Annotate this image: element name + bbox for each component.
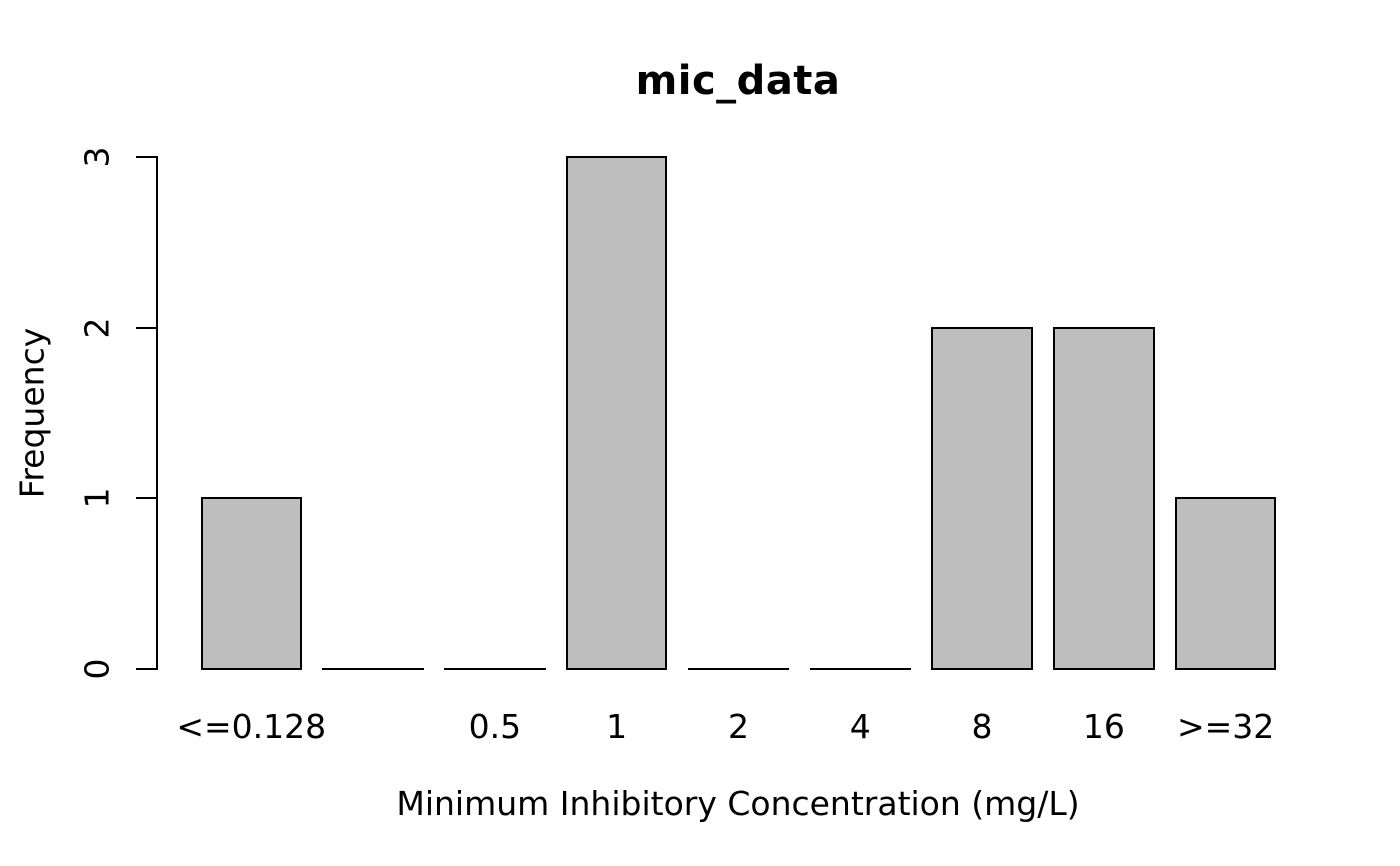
y-tick-label: 3 — [77, 146, 117, 168]
bar-zero-line — [322, 668, 424, 670]
bar — [1174, 497, 1277, 670]
x-category-label: 16 — [1082, 707, 1125, 746]
chart-title: mic_data — [635, 58, 841, 104]
y-axis-tick — [136, 326, 156, 329]
bar-zero-line — [444, 668, 546, 670]
x-category-label: 0.5 — [468, 707, 522, 746]
x-category-label: 4 — [849, 707, 871, 746]
x-axis-label: Minimum Inhibitory Concentration (mg/L) — [396, 784, 1080, 823]
bar — [1053, 326, 1155, 670]
y-tick-label: 2 — [77, 317, 117, 339]
y-axis-tick — [136, 156, 156, 158]
y-axis-line — [156, 156, 158, 670]
y-tick-label: 0 — [77, 658, 117, 680]
bar — [931, 326, 1033, 670]
y-axis-tick — [136, 668, 156, 670]
x-category-label: >=32 — [1176, 707, 1275, 746]
y-tick-label: 1 — [77, 487, 117, 509]
x-category-label: 8 — [971, 707, 993, 746]
bar — [200, 497, 302, 670]
x-category-label: 2 — [727, 707, 749, 746]
x-category-label: 1 — [606, 707, 628, 746]
x-category-label: <=0.128 — [176, 707, 327, 746]
y-axis-tick — [136, 497, 156, 500]
bar — [565, 156, 668, 670]
bar-zero-line — [809, 668, 911, 670]
bar-zero-line — [687, 668, 790, 670]
